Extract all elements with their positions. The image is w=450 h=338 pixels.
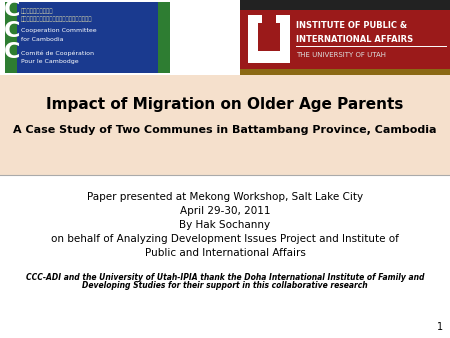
Bar bbox=[17, 2, 158, 73]
Text: CCC-ADI and the University of Utah-IPIA thank the Doha International Institute o: CCC-ADI and the University of Utah-IPIA … bbox=[26, 272, 424, 282]
Text: Impact of Migration on Older Age Parents: Impact of Migration on Older Age Parents bbox=[46, 97, 404, 113]
Bar bbox=[248, 15, 258, 63]
Bar bbox=[5, 2, 17, 73]
Text: By Hak Sochanny: By Hak Sochanny bbox=[180, 220, 270, 230]
Bar bbox=[258, 15, 280, 51]
Text: 1: 1 bbox=[437, 322, 443, 332]
Bar bbox=[240, 69, 450, 75]
Text: គណៈកម្មការ: គណៈកម្មការ bbox=[21, 8, 54, 14]
Bar bbox=[276, 15, 290, 23]
Text: INTERNATIONAL AFFAIRS: INTERNATIONAL AFFAIRS bbox=[296, 34, 413, 44]
Bar bbox=[240, 0, 450, 10]
Text: C: C bbox=[4, 21, 20, 41]
Bar bbox=[0, 75, 450, 175]
Bar bbox=[158, 2, 170, 73]
Text: Cooperation Committee: Cooperation Committee bbox=[21, 28, 97, 33]
Text: for Cambodia: for Cambodia bbox=[21, 37, 63, 42]
Text: C: C bbox=[4, 0, 20, 20]
Text: INSTITUTE OF PUBLIC &: INSTITUTE OF PUBLIC & bbox=[296, 22, 407, 30]
Text: THE UNIVERSITY OF UTAH: THE UNIVERSITY OF UTAH bbox=[296, 52, 386, 58]
Bar bbox=[248, 51, 290, 63]
Text: C: C bbox=[4, 42, 20, 62]
Text: on behalf of Analyzing Development Issues Project and Institute of: on behalf of Analyzing Development Issue… bbox=[51, 234, 399, 244]
Text: A Case Study of Two Communes in Battambang Province, Cambodia: A Case Study of Two Communes in Battamba… bbox=[13, 125, 437, 135]
Text: Paper presented at Mekong Workshop, Salt Lake City: Paper presented at Mekong Workshop, Salt… bbox=[87, 192, 363, 202]
Text: Developing Studies for their support in this collaborative research: Developing Studies for their support in … bbox=[82, 282, 368, 290]
Text: Public and International Affairs: Public and International Affairs bbox=[144, 248, 306, 258]
Bar bbox=[280, 15, 290, 63]
Text: Comité de Coopération: Comité de Coopération bbox=[21, 50, 94, 55]
Text: សហប្រតិបត្តិការកម្ពុជា: សហប្រតិបត្តិការកម្ពុជា bbox=[21, 16, 93, 22]
Text: Pour le Cambodge: Pour le Cambodge bbox=[21, 59, 79, 64]
Text: April 29-30, 2011: April 29-30, 2011 bbox=[180, 206, 270, 216]
Bar bbox=[0, 0, 450, 75]
Bar bbox=[240, 10, 450, 69]
Bar bbox=[248, 15, 262, 23]
